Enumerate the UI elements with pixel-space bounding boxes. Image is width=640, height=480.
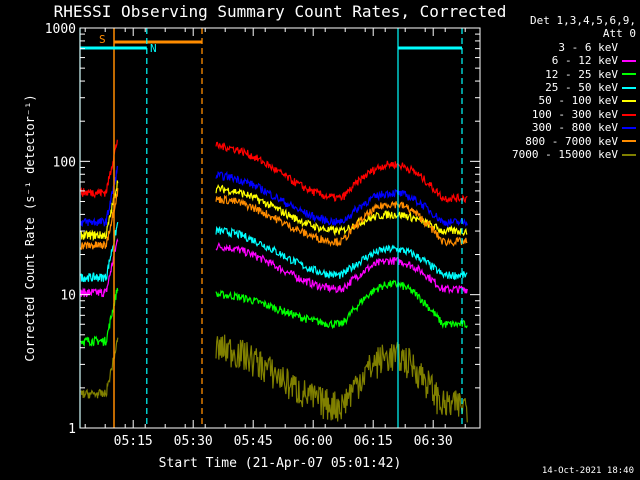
annotation-s: S <box>99 33 106 46</box>
legend-entry: 100 - 300 keV <box>482 108 636 121</box>
series-line <box>80 267 118 327</box>
x-tick-label: 05:45 <box>234 434 273 449</box>
legend-swatch <box>622 100 636 103</box>
legend-entry: 300 - 800 keV <box>482 121 636 134</box>
x-tick-label: 05:30 <box>174 434 213 449</box>
x-tick-label: 05:15 <box>114 434 153 449</box>
legend-entry: 3 - 6 keV <box>482 41 636 54</box>
legend-entry: 25 - 50 keV <box>482 81 636 94</box>
legend-entry: 7000 - 15000 keV <box>482 148 636 161</box>
legend-swatch <box>622 153 636 156</box>
legend-header-line1: Det 1,3,4,5,6,9, <box>530 14 636 27</box>
y-tick-label: 1 <box>68 422 76 437</box>
series-line <box>80 165 119 227</box>
series-line <box>80 139 118 199</box>
y-tick-label: 10 <box>60 289 76 304</box>
x-tick-label: 06:00 <box>294 434 333 449</box>
annotation-n: N <box>150 42 157 55</box>
legend-entry-label: 800 - 7000 keV <box>525 134 618 148</box>
series-line <box>215 170 468 229</box>
legend-entry: 12 - 25 keV <box>482 68 636 81</box>
legend-entry-label: 6 - 12 keV <box>551 54 618 68</box>
legend-swatch <box>622 126 636 129</box>
legend-swatch <box>622 46 636 49</box>
y-axis-label: Corrected Count Rate (s⁻¹ detector⁻¹) <box>23 94 37 361</box>
legend-swatch <box>622 59 636 62</box>
series-line <box>215 194 468 248</box>
legend-entry-label: 7000 - 15000 keV <box>512 148 618 162</box>
x-axis-label: Start Time (21-Apr-07 05:01:42) <box>159 456 402 471</box>
legend-entry: 800 - 7000 keV <box>482 135 636 148</box>
legend-entry-label: 25 - 50 keV <box>545 81 618 95</box>
legend-entry-label: 300 - 800 keV <box>531 121 618 135</box>
series-line <box>215 225 468 281</box>
ticks-layer: 05:15 05:30 05:45 06:00 06:15 06:30 1 10 100 1000 <box>45 22 480 449</box>
legend-rows: 3 - 6 keV 6 - 12 keV 12 - 25 keV 25 - 50 ke… <box>482 41 636 162</box>
legend-entry: 50 - 100 keV <box>482 94 636 107</box>
legend-swatch <box>622 86 636 89</box>
legend-entry-label: 12 - 25 keV <box>545 67 618 81</box>
plot-frame <box>79 27 481 429</box>
series-line <box>80 287 119 347</box>
chart-title: RHESSI Observing Summary Count Rates, Co… <box>53 2 507 21</box>
series-line <box>215 184 468 237</box>
series-line <box>80 238 119 298</box>
legend-header-line2: Att 0 <box>602 27 636 41</box>
legend-entry-label: 100 - 300 keV <box>531 107 618 121</box>
series-line <box>215 241 468 295</box>
legend-swatch <box>622 140 636 143</box>
x-tick-label: 06:15 <box>354 434 393 449</box>
series-line <box>215 141 468 204</box>
series-line <box>80 222 119 283</box>
y-tick-label: 1000 <box>45 22 76 37</box>
series-line <box>215 279 468 330</box>
series-line <box>215 334 468 423</box>
legend-entry-label: 3 - 6 keV <box>558 40 618 54</box>
series-line <box>80 188 119 250</box>
timestamp: 14-Oct-2021 18:40 <box>541 466 634 476</box>
series-line <box>215 271 468 362</box>
legend: Det 1,3,4,5,6,9, Att 0 3 - 6 keV 6 - 12 k… <box>482 14 636 161</box>
legend-entry: 6 - 12 keV <box>482 54 636 67</box>
legend-swatch <box>622 73 636 76</box>
series-layer <box>80 139 468 423</box>
legend-entry-label: 50 - 100 keV <box>538 94 618 108</box>
series-line <box>80 180 119 242</box>
series-line <box>80 337 119 399</box>
y-tick-label: 100 <box>53 155 76 170</box>
x-tick-label: 06:30 <box>414 434 453 449</box>
legend-swatch <box>622 113 636 116</box>
